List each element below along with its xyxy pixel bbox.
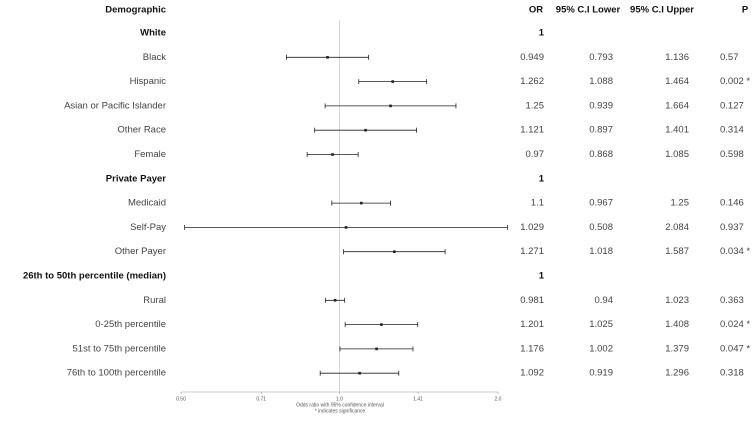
p-value: 0.024 *: [720, 319, 750, 330]
or-point: [380, 323, 383, 326]
lower-value: 0.939: [589, 100, 613, 111]
upper-value: 1.587: [665, 246, 689, 257]
or-value: 0.949: [520, 52, 544, 63]
or-point: [375, 347, 378, 351]
lower-value: 0.897: [589, 125, 613, 136]
p-value: 0.127: [720, 100, 744, 111]
row-label: 76th to 100th percentile: [67, 368, 166, 379]
lower-value: 0.919: [589, 368, 613, 379]
row-label: Medicaid: [128, 198, 166, 209]
x-tick-label: 2.0: [495, 396, 502, 402]
row-label: Asian or Pacific Islander: [64, 100, 166, 111]
or-value: 1: [539, 271, 545, 282]
upper-value: 2.084: [665, 222, 689, 233]
or-value: 0.981: [520, 295, 544, 306]
lower-value: 1.088: [589, 76, 613, 87]
or-value: 1.1: [531, 198, 544, 209]
or-point: [389, 104, 392, 108]
or-point: [364, 128, 367, 132]
upper-value: 1.408: [665, 319, 689, 330]
x-axis-title: Odds ratio with 95% confidence interval: [296, 402, 384, 408]
or-value: 1.092: [520, 368, 544, 379]
upper-value: 1.464: [665, 76, 689, 87]
p-value: 0.937: [720, 222, 744, 233]
row-label: Other Payer: [115, 246, 166, 257]
upper-value: 1.25: [671, 198, 690, 209]
p-value: 0.314: [720, 125, 744, 136]
or-point: [331, 153, 334, 156]
p-value: 0.57: [720, 52, 739, 63]
header-lower: 95% C.I Lower: [556, 5, 621, 16]
or-value: 1.176: [520, 343, 544, 354]
or-point: [358, 371, 361, 375]
x-tick-label: 0.71: [256, 396, 266, 402]
x-tick-label: 1.0: [336, 396, 343, 402]
or-point: [333, 299, 337, 302]
lower-value: 0.967: [589, 198, 613, 209]
or-point: [359, 201, 363, 205]
or-value: 1.25: [526, 100, 545, 111]
upper-value: 1.296: [665, 368, 689, 379]
row-label: Black: [143, 52, 166, 63]
header-demographic: Demographic: [105, 5, 166, 16]
row-label: Private Payer: [106, 173, 167, 184]
or-value: 1.262: [520, 76, 544, 87]
upper-value: 1.136: [665, 52, 689, 63]
or-value: 1.121: [520, 125, 544, 136]
header-or: OR: [529, 5, 543, 16]
lower-value: 0.793: [589, 52, 613, 63]
x-tick-label: 0.50: [176, 396, 186, 402]
header-upper: 95% C.I Upper: [630, 5, 694, 16]
x-tick-label: 1.41: [413, 396, 423, 402]
upper-value: 1.664: [665, 100, 689, 111]
p-value: 0.363: [720, 295, 744, 306]
p-value: 0.047 *: [720, 343, 750, 354]
row-label: Rural: [143, 295, 166, 306]
p-value: 0.318: [720, 368, 744, 379]
row-label: 0-25th percentile: [95, 319, 166, 330]
or-point: [344, 226, 348, 229]
or-value: 0.97: [526, 149, 545, 160]
note: * indicates significance: [315, 408, 366, 414]
lower-value: 0.508: [589, 222, 613, 233]
p-value: 0.146: [720, 198, 744, 209]
or-point: [326, 56, 329, 59]
or-value: 1.029: [520, 222, 544, 233]
row-label: Other Race: [117, 125, 166, 136]
upper-value: 1.085: [665, 149, 689, 160]
or-point: [391, 80, 395, 83]
header-p: P: [742, 5, 749, 16]
row-label: Self-Pay: [130, 222, 166, 233]
lower-value: 0.868: [589, 149, 613, 160]
or-value: 1: [539, 28, 545, 39]
lower-value: 1.025: [589, 319, 613, 330]
upper-value: 1.379: [665, 343, 689, 354]
upper-value: 1.023: [665, 295, 689, 306]
p-value: 0.034 *: [720, 246, 750, 257]
p-value: 0.598: [720, 149, 744, 160]
row-label: White: [140, 28, 166, 39]
row-label: 51st to 75th percentile: [73, 343, 166, 354]
or-point: [393, 250, 396, 253]
row-label: Hispanic: [130, 76, 167, 87]
lower-value: 1.018: [589, 246, 613, 257]
row-label: 26th to 50th percentile (median): [23, 271, 166, 282]
or-value: 1: [539, 173, 545, 184]
or-value: 1.201: [520, 319, 544, 330]
lower-value: 0.94: [595, 295, 614, 306]
row-label: Female: [134, 149, 166, 160]
upper-value: 1.401: [665, 125, 689, 136]
p-value: 0.002 *: [720, 76, 750, 87]
lower-value: 1.002: [589, 343, 613, 354]
or-value: 1.271: [520, 246, 544, 257]
